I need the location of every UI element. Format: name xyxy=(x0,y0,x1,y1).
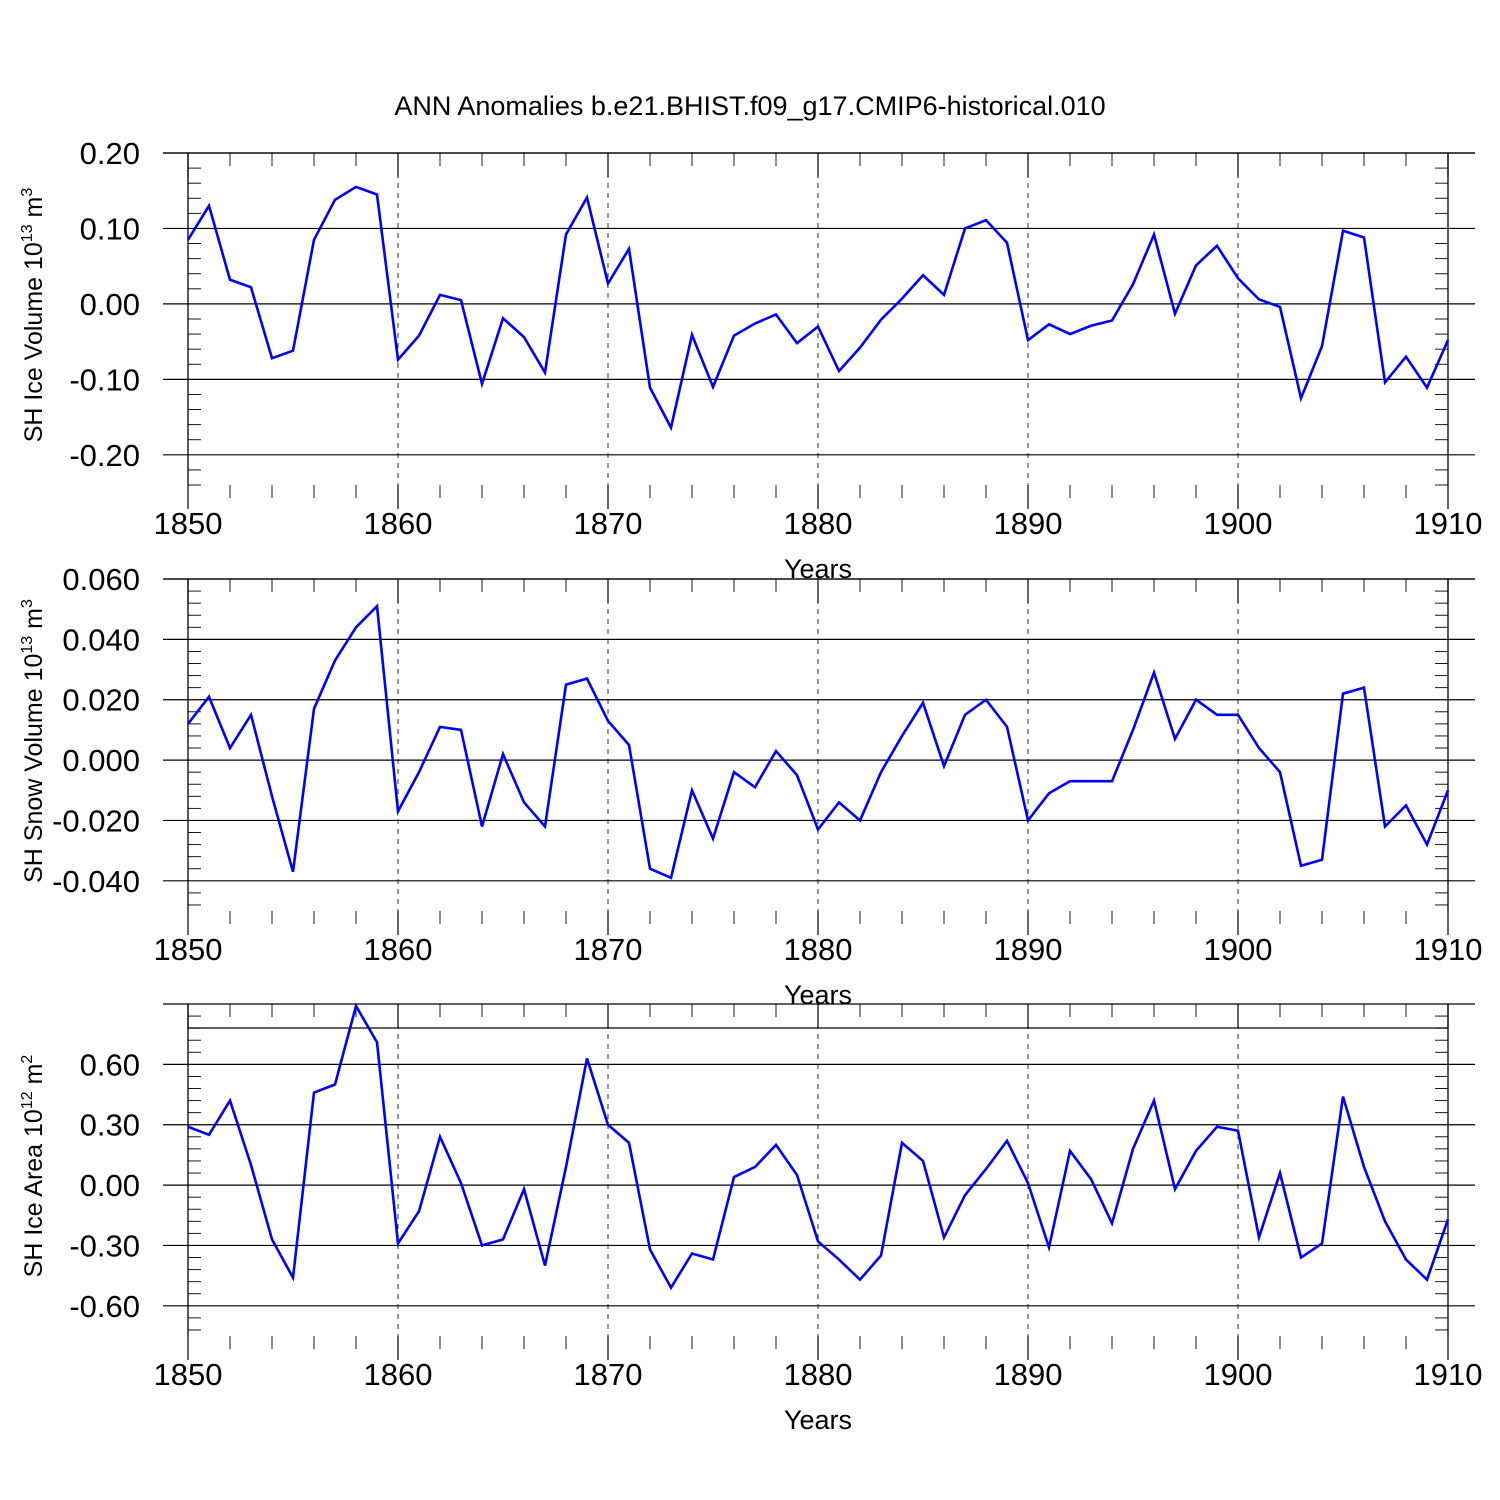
x-tick-label: 1870 xyxy=(574,932,643,967)
y-tick-label: -0.10 xyxy=(69,362,140,397)
panel-2: -0.040 -0.020 0.000 0.020 0.040 0.060 1850 1860… xyxy=(19,562,1482,1010)
y-axis-label-exp: 12 xyxy=(19,1091,36,1109)
x-tick-label: 1860 xyxy=(364,506,433,541)
y-axis-label: SH Ice Volume 1013 m3 xyxy=(19,188,48,443)
y-axis-label: SH Snow Volume 1013 m3 xyxy=(19,599,48,883)
y-tick-label: 0.00 xyxy=(80,287,140,322)
y-axis-label-exp: 13 xyxy=(19,636,36,654)
y-axis-label: SH Ice Area 1012 m2 xyxy=(19,1055,48,1278)
y-axis-label-text: SH Ice Area 10 xyxy=(20,1109,48,1277)
panel-3: -0.60 -0.30 0.00 0.30 0.60 1850 1860 1870 1880 18… xyxy=(19,1002,1483,1435)
y-tick-label: -0.020 xyxy=(52,803,140,838)
panels-group: -0.20 -0.10 0.00 0.10 0.20 1850 1860 1870 1880 18… xyxy=(19,136,1482,1435)
y-tick-label: -0.60 xyxy=(69,1289,140,1324)
chart-title: ANN Anomalies b.e21.BHIST.f09_g17.CMIP6-… xyxy=(394,91,1105,121)
y-tick-label: -0.30 xyxy=(69,1228,140,1263)
x-tick-label: 1900 xyxy=(1204,506,1273,541)
y-axis-label-unit-exp: 2 xyxy=(19,1055,36,1064)
y-tick-label: 0.020 xyxy=(62,683,140,718)
x-tick-label: 1910 xyxy=(1414,1357,1483,1392)
y-tick-label: 0.040 xyxy=(62,622,140,657)
x-tick-label: 1860 xyxy=(364,932,433,967)
y-tick-label: 0.30 xyxy=(80,1108,140,1143)
x-axis-label: Years xyxy=(784,1405,852,1435)
x-tick-label: 1880 xyxy=(784,932,853,967)
y-axis-label-unit: m xyxy=(20,1064,48,1092)
x-tick-label: 1870 xyxy=(574,506,643,541)
y-axis-label-unit: m xyxy=(20,197,48,225)
x-tick-label: 1890 xyxy=(994,1357,1063,1392)
y-tick-label: 0.60 xyxy=(80,1047,140,1082)
x-tick-label: 1850 xyxy=(154,932,223,967)
x-tick-label: 1880 xyxy=(784,1357,853,1392)
x-tick-label: 1880 xyxy=(784,506,853,541)
y-axis-label-unit: m xyxy=(20,608,48,636)
y-axis-label-text: SH Snow Volume 10 xyxy=(20,654,48,883)
y-tick-label: 0.060 xyxy=(62,562,140,597)
x-tick-label: 1850 xyxy=(154,506,223,541)
panel-1: -0.20 -0.10 0.00 0.10 0.20 1850 1860 1870 1880 18… xyxy=(19,136,1482,584)
y-tick-label: 0.00 xyxy=(80,1168,140,1203)
x-tick-label: 1860 xyxy=(364,1357,433,1392)
y-axis-label-unit-exp: 3 xyxy=(19,188,36,197)
x-tick-label: 1890 xyxy=(994,932,1063,967)
y-tick-label: 0.20 xyxy=(80,136,140,171)
y-axis-label-exp: 13 xyxy=(19,224,36,242)
x-tick-label: 1870 xyxy=(574,1357,643,1392)
series-line xyxy=(186,603,1450,880)
x-tick-label: 1890 xyxy=(994,506,1063,541)
x-tick-label: 1850 xyxy=(154,1357,223,1392)
y-axis-label-unit-exp: 3 xyxy=(19,599,36,608)
y-tick-label: -0.20 xyxy=(69,438,140,473)
series-line xyxy=(187,1002,1450,1291)
y-tick-label: 0.000 xyxy=(62,743,140,778)
x-tick-label: 1910 xyxy=(1414,506,1483,541)
series-line xyxy=(186,185,1450,432)
x-tick-label: 1910 xyxy=(1414,932,1483,967)
y-axis-label-text: SH Ice Volume 10 xyxy=(20,242,48,442)
x-tick-label: 1900 xyxy=(1204,1357,1273,1392)
y-tick-label: 0.10 xyxy=(80,211,140,246)
y-tick-label: -0.040 xyxy=(52,864,140,899)
x-tick-label: 1900 xyxy=(1204,932,1273,967)
